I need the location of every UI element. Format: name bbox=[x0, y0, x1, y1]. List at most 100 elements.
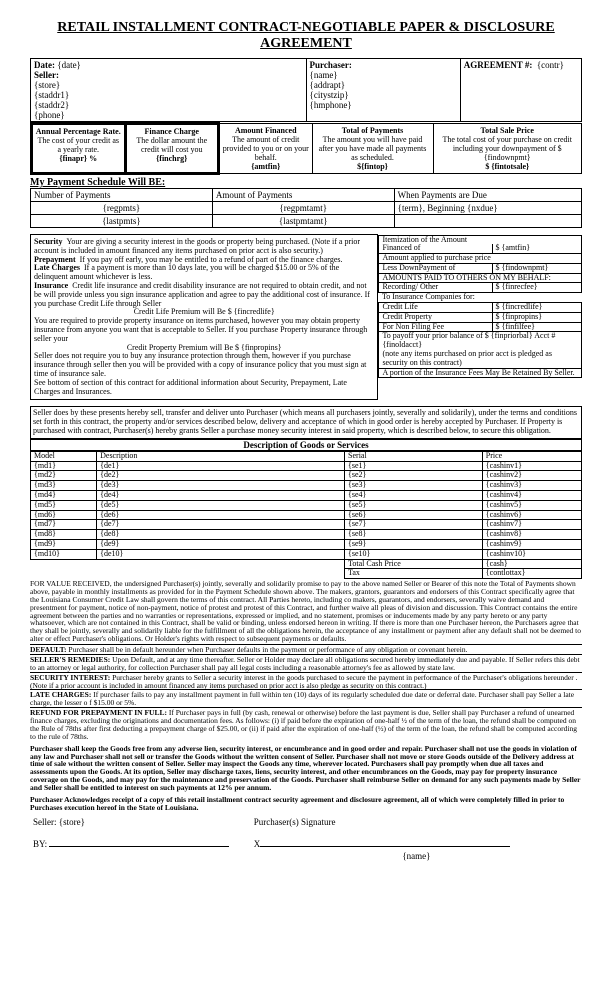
legal-p4: Purchaser hereby grants to Seller a secu… bbox=[30, 673, 577, 690]
ins4-t: See bottom of section of this contract f… bbox=[34, 378, 347, 396]
fed-box-table: Annual Percentage Rate. The cost of your… bbox=[30, 122, 582, 175]
date-label: Date: bbox=[34, 60, 55, 70]
apr-desc: The cost of your credit as a yearly rate… bbox=[35, 136, 122, 154]
item-r6b: $ {fincredlife} bbox=[492, 303, 581, 313]
goods-cell: {md9} bbox=[31, 539, 97, 549]
date-value: {date} bbox=[57, 60, 81, 70]
purchaser-sig-line[interactable] bbox=[260, 846, 510, 847]
schedule-header: My Payment Schedule Will BE: bbox=[30, 177, 582, 188]
sched-r2b: {lastpmtamt} bbox=[212, 215, 394, 228]
legal-p2l: DEFAULT: bbox=[30, 645, 67, 654]
tsp-desc: The total cost of your purchase on credi… bbox=[436, 135, 580, 162]
legal-p2: Purchaser shall be in default hereunder … bbox=[68, 645, 467, 654]
legal-p8: Purchaser Acknowledges receipt of a copy… bbox=[30, 796, 582, 812]
grant-text: Seller does by these presents hereby sel… bbox=[30, 406, 582, 438]
goods-cell: {md3} bbox=[31, 481, 97, 491]
goods-cell: {cashinv4} bbox=[482, 490, 581, 500]
sched-r1a: {regpmts} bbox=[31, 202, 213, 215]
goods-cell: {se3} bbox=[345, 481, 483, 491]
seller-phone: {phone} bbox=[34, 110, 65, 120]
sched-col1: Number of Payments bbox=[31, 189, 213, 202]
prepay-l: Prepayment bbox=[34, 255, 76, 264]
apr-title: Annual Percentage Rate. bbox=[35, 127, 122, 136]
goods-cell: {de3} bbox=[97, 481, 345, 491]
goods-cell: {se5} bbox=[345, 500, 483, 510]
goods-cell: {de7} bbox=[97, 520, 345, 530]
af-title: Amount Financed bbox=[222, 126, 310, 135]
goods-cell: {de9} bbox=[97, 539, 345, 549]
legal-p1: FOR VALUE RECEIVED, the undersigned Purc… bbox=[30, 580, 582, 645]
sig-psig: Purchaser(s) Signature bbox=[251, 816, 582, 828]
security-t: Your are giving a security interest in t… bbox=[34, 237, 360, 255]
goods-cell: {se9} bbox=[345, 539, 483, 549]
purchaser-name: {name} bbox=[310, 70, 338, 80]
item-r9: To payoff your prior balance of $ {finpr… bbox=[379, 332, 582, 350]
goods-cell: {se10} bbox=[345, 549, 483, 559]
item-r4b: $ {finrecfee} bbox=[492, 283, 581, 293]
item-r6a: Credit Life bbox=[379, 303, 492, 313]
goods-cell: {de4} bbox=[97, 490, 345, 500]
sched-col3: When Payments are Due bbox=[394, 189, 581, 202]
goods-table: Model Description Serial Price {md1}{de1… bbox=[30, 451, 582, 579]
ins1-t: Credit life insurance and credit disabil… bbox=[34, 281, 370, 308]
goods-header: Description of Goods or Services bbox=[30, 439, 582, 451]
fc-val: {finchrg} bbox=[129, 154, 216, 163]
purchaser-city: {citystzip} bbox=[310, 90, 349, 100]
late-l: Late Charges bbox=[34, 263, 80, 272]
ins3-t: Seller does not require you to buy any i… bbox=[34, 351, 366, 378]
goods-cell: {de6} bbox=[97, 510, 345, 520]
sched-r2c bbox=[394, 215, 581, 228]
goods-cell: {md8} bbox=[31, 530, 97, 540]
tax-l: Tax bbox=[345, 569, 483, 579]
sched-r1b: {regpmtamt} bbox=[212, 202, 394, 215]
apr-val: {finapr} % bbox=[35, 154, 122, 163]
ins2-t: You are required to provide property ins… bbox=[34, 316, 367, 343]
sig-x: X bbox=[254, 839, 261, 849]
item-r1: Amount applied to purchase price bbox=[379, 254, 582, 264]
tcp-l: Total Cash Price bbox=[345, 559, 483, 569]
sig-seller-l: Seller: bbox=[33, 817, 57, 827]
purchaser-label: Purchaser: bbox=[310, 60, 352, 70]
goods-cell: {de1} bbox=[97, 461, 345, 471]
seller-addr1: {staddr1} bbox=[34, 90, 69, 100]
late-t: If a payment is more than 10 days late, … bbox=[34, 263, 339, 281]
item-r10: (note any items purchased on prior acct … bbox=[379, 350, 582, 368]
header-table: Date: {date} Seller: {store} {staddr1} {… bbox=[30, 58, 582, 122]
goods-cell: {md4} bbox=[31, 490, 97, 500]
goods-cell: {md10} bbox=[31, 549, 97, 559]
goods-cell: {de10} bbox=[97, 549, 345, 559]
legal-p7: Purchaser shall keep the Goods free from… bbox=[30, 745, 582, 792]
goods-cell: {se4} bbox=[345, 490, 483, 500]
legal-p3: Upon Default, and at any time thereafter… bbox=[30, 655, 580, 672]
col-desc: Description bbox=[97, 451, 345, 461]
itemization-table: Itemization of the Amount Financed of$ {… bbox=[378, 235, 582, 379]
prepay-t: If you pay off early, you may be entitle… bbox=[80, 255, 343, 264]
sched-col2: Amount of Payments bbox=[212, 189, 394, 202]
legal-p5: If purchaser fails to pay any installmen… bbox=[30, 690, 574, 707]
item-r2b: $ {findownpmt} bbox=[492, 263, 581, 273]
goods-cell: {cashinv10} bbox=[482, 549, 581, 559]
col-serial: Serial bbox=[345, 451, 483, 461]
goods-cell: {de5} bbox=[97, 500, 345, 510]
seller-label: Seller: bbox=[34, 70, 59, 80]
schedule-table: Number of Payments Amount of Payments Wh… bbox=[30, 188, 582, 228]
sig-by: BY: bbox=[33, 839, 47, 849]
goods-cell: {cashinv3} bbox=[482, 481, 581, 491]
seller-sig-line[interactable] bbox=[49, 846, 229, 847]
agreement-label: AGREEMENT #: bbox=[464, 60, 533, 70]
tsp-title: Total Sale Price bbox=[436, 126, 580, 135]
sched-r2a: {lastpmts} bbox=[31, 215, 213, 228]
agreement-num: {contr} bbox=[537, 60, 564, 70]
goods-cell: {se8} bbox=[345, 530, 483, 540]
col-model: Model bbox=[31, 451, 97, 461]
sched-r1c: {term}, Beginning {nxdue} bbox=[394, 202, 581, 215]
goods-cell: {md5} bbox=[31, 500, 97, 510]
item-r2a: Less DownPayment of bbox=[379, 263, 492, 273]
top-title: Total of Payments bbox=[315, 126, 431, 135]
af-desc: The amount of credit provided to you or … bbox=[222, 135, 310, 162]
goods-cell: {cashinv9} bbox=[482, 539, 581, 549]
item-h2b: $ {amtfin} bbox=[492, 244, 581, 253]
sig-name: {name} bbox=[251, 850, 582, 862]
sig-seller: {store} bbox=[59, 817, 85, 827]
tax-v: {contlottax} bbox=[482, 569, 581, 579]
